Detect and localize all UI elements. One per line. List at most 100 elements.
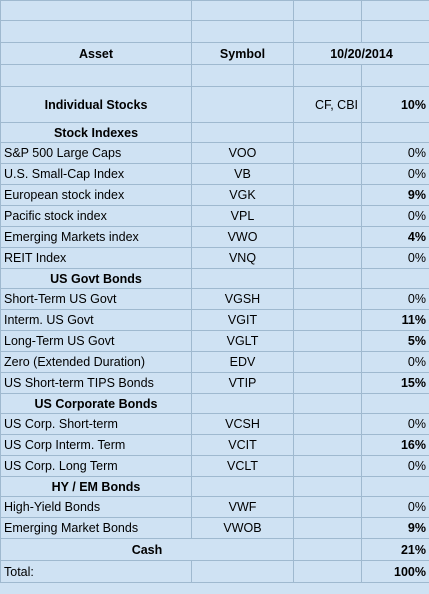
empty-cell[interactable] <box>293 20 362 43</box>
empty-cell[interactable] <box>293 413 362 435</box>
allocation-cell[interactable]: 15% <box>361 372 429 394</box>
asset-name-cell[interactable]: Emerging Market Bonds <box>0 517 192 539</box>
allocation-cell[interactable]: 0% <box>361 205 429 227</box>
empty-cell[interactable] <box>293 393 362 414</box>
symbol-cell[interactable]: VGSH <box>191 288 294 310</box>
asset-name-cell[interactable]: Emerging Markets index <box>0 226 192 248</box>
allocation-cell[interactable]: 9% <box>361 184 429 206</box>
empty-cell[interactable] <box>293 0 362 21</box>
allocation-cell[interactable]: 0% <box>361 351 429 373</box>
empty-cell[interactable] <box>191 560 294 583</box>
empty-cell[interactable] <box>293 455 362 477</box>
empty-cell[interactable] <box>293 226 362 248</box>
section-title-cell[interactable]: Stock Indexes <box>0 122 192 143</box>
asset-name-cell[interactable]: U.S. Small-Cap Index <box>0 163 192 185</box>
empty-cell[interactable] <box>0 64 192 87</box>
symbol-cell[interactable]: VWF <box>191 496 294 518</box>
symbol-cell[interactable]: VOO <box>191 142 294 164</box>
empty-cell[interactable] <box>191 20 294 43</box>
asset-name-cell[interactable]: Zero (Extended Duration) <box>0 351 192 373</box>
asset-name-cell[interactable]: High-Yield Bonds <box>0 496 192 518</box>
empty-cell[interactable] <box>293 288 362 310</box>
empty-cell[interactable] <box>293 268 362 289</box>
empty-cell[interactable] <box>191 64 294 87</box>
symbol-cell[interactable]: VCIT <box>191 434 294 456</box>
allocation-cell[interactable]: 11% <box>361 309 429 331</box>
empty-cell[interactable] <box>293 560 362 583</box>
empty-cell[interactable] <box>361 268 429 289</box>
individual-stocks-label[interactable]: Individual Stocks <box>0 86 192 123</box>
empty-cell[interactable] <box>293 434 362 456</box>
symbol-cell[interactable]: VGK <box>191 184 294 206</box>
empty-cell[interactable] <box>361 122 429 143</box>
asset-name-cell[interactable]: US Corp. Short-term <box>0 413 192 435</box>
empty-cell[interactable] <box>293 351 362 373</box>
symbol-header-cell[interactable]: Symbol <box>191 42 294 65</box>
empty-cell[interactable] <box>0 20 192 43</box>
allocation-cell[interactable]: 9% <box>361 517 429 539</box>
symbol-cell[interactable]: VCLT <box>191 455 294 477</box>
symbol-cell[interactable]: VPL <box>191 205 294 227</box>
empty-cell[interactable] <box>191 0 294 21</box>
allocation-cell[interactable]: 4% <box>361 226 429 248</box>
empty-cell[interactable] <box>293 496 362 518</box>
symbol-cell[interactable]: VNQ <box>191 247 294 269</box>
allocation-cell[interactable]: 16% <box>361 434 429 456</box>
asset-name-cell[interactable]: US Corp Interm. Term <box>0 434 192 456</box>
empty-cell[interactable] <box>293 517 362 539</box>
empty-cell[interactable] <box>293 184 362 206</box>
asset-name-cell[interactable]: Long-Term US Govt <box>0 330 192 352</box>
symbol-cell[interactable]: VWOB <box>191 517 294 539</box>
total-label-cell[interactable]: Total: <box>0 560 192 583</box>
empty-cell[interactable] <box>293 247 362 269</box>
symbol-cell[interactable]: VGLT <box>191 330 294 352</box>
allocation-cell[interactable]: 0% <box>361 496 429 518</box>
asset-name-cell[interactable]: US Short-term TIPS Bonds <box>0 372 192 394</box>
empty-cell[interactable] <box>293 330 362 352</box>
symbol-cell[interactable]: EDV <box>191 351 294 373</box>
empty-cell[interactable] <box>191 122 294 143</box>
symbol-cell[interactable]: VCSH <box>191 413 294 435</box>
section-title-cell[interactable]: US Corporate Bonds <box>0 393 192 414</box>
empty-cell[interactable] <box>361 476 429 497</box>
symbol-cell[interactable]: VWO <box>191 226 294 248</box>
allocation-cell[interactable]: 0% <box>361 413 429 435</box>
cash-value-cell[interactable]: 21% <box>361 538 429 561</box>
empty-cell[interactable] <box>293 163 362 185</box>
asset-name-cell[interactable]: Interm. US Govt <box>0 309 192 331</box>
empty-cell[interactable] <box>361 20 429 43</box>
section-title-cell[interactable]: US Govt Bonds <box>0 268 192 289</box>
empty-cell[interactable] <box>293 372 362 394</box>
cash-label-cell[interactable]: Cash <box>0 538 294 561</box>
individual-stocks-symbol[interactable]: CF, CBI <box>293 86 362 123</box>
allocation-cell[interactable]: 0% <box>361 455 429 477</box>
asset-name-cell[interactable]: REIT Index <box>0 247 192 269</box>
empty-cell[interactable] <box>293 122 362 143</box>
symbol-cell[interactable]: VTIP <box>191 372 294 394</box>
selected-cell[interactable] <box>0 0 192 21</box>
empty-cell[interactable] <box>293 64 362 87</box>
asset-name-cell[interactable]: S&P 500 Large Caps <box>0 142 192 164</box>
date-header-cell[interactable]: 10/20/2014 <box>293 42 429 65</box>
allocation-cell[interactable]: 0% <box>361 163 429 185</box>
allocation-cell[interactable]: 0% <box>361 142 429 164</box>
asset-name-cell[interactable]: European stock index <box>0 184 192 206</box>
empty-cell[interactable] <box>191 393 294 414</box>
symbol-cell[interactable]: VGIT <box>191 309 294 331</box>
allocation-cell[interactable]: 0% <box>361 247 429 269</box>
asset-header-cell[interactable]: Asset <box>0 42 192 65</box>
asset-name-cell[interactable]: US Corp. Long Term <box>0 455 192 477</box>
empty-cell[interactable] <box>293 205 362 227</box>
section-title-cell[interactable]: HY / EM Bonds <box>0 476 192 497</box>
empty-cell[interactable] <box>361 64 429 87</box>
total-value-cell[interactable]: 100% <box>361 560 429 583</box>
empty-cell[interactable] <box>293 142 362 164</box>
empty-cell[interactable] <box>191 86 294 123</box>
allocation-cell[interactable]: 5% <box>361 330 429 352</box>
empty-cell[interactable] <box>293 538 362 561</box>
symbol-cell[interactable]: VB <box>191 163 294 185</box>
empty-cell[interactable] <box>293 309 362 331</box>
individual-stocks-value[interactable]: 10% <box>361 86 429 123</box>
empty-cell[interactable] <box>361 393 429 414</box>
allocation-cell[interactable]: 0% <box>361 288 429 310</box>
